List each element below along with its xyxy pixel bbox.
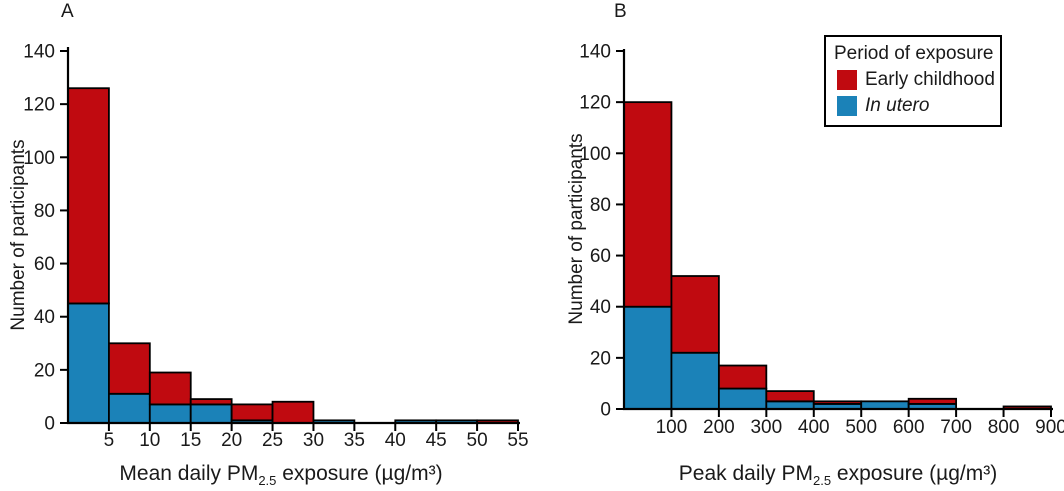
in-utero-swatch (837, 96, 857, 116)
y-tick-label-100: 100 (579, 144, 611, 165)
bar-segment-in-utero-bin-100 (670, 351, 720, 410)
y-tick-label-60: 60 (590, 246, 611, 267)
bar-segment-early-childhood-bin-400 (812, 400, 863, 405)
y-tick-label-140: 140 (579, 42, 611, 63)
x-tick-label-200: 200 (703, 417, 735, 438)
y-tick-label-40: 40 (590, 297, 611, 318)
y-tick-label-80: 80 (590, 195, 611, 216)
y-tick-label-120: 120 (23, 95, 55, 116)
x-tick-label-100: 100 (656, 417, 688, 438)
panel-b-xlabel-subscript: 2.5 (812, 472, 832, 488)
legend-item-in-utero: In utero (837, 95, 990, 117)
x-tick-label-45: 45 (426, 430, 447, 451)
bar-segment-early-childhood-bin-20 (230, 403, 274, 422)
y-tick-label-0: 0 (44, 414, 55, 435)
bar-segment-in-utero-bin-500 (860, 400, 910, 410)
panel-b-letter: B (614, 1, 627, 22)
x-tick-label-15: 15 (180, 430, 201, 451)
panel-a-ylabel: Number of participants (8, 139, 29, 331)
x-tick-label-600: 600 (893, 417, 925, 438)
bar-segment-early-childhood-bin-600 (907, 397, 958, 405)
x-tick-label-500: 500 (845, 417, 877, 438)
bar-segment-early-childhood-bin-0 (623, 101, 673, 308)
panel-b-xlabel-post: exposure (µg/m³) (831, 462, 998, 485)
bar-segment-early-childhood-bin-25 (271, 400, 315, 424)
x-tick-label-35: 35 (344, 430, 365, 451)
bar-segment-early-childhood-bin-300 (765, 390, 815, 403)
bar-segment-early-childhood-bin-10 (148, 371, 192, 406)
x-tick-label-400: 400 (798, 417, 830, 438)
y-tick-label-20: 20 (590, 348, 611, 369)
y-tick-label-140: 140 (23, 42, 55, 63)
x-tick-label-300: 300 (750, 417, 782, 438)
y-tick-label-40: 40 (34, 307, 55, 328)
x-tick-label-40: 40 (385, 430, 406, 451)
bar-segment-early-childhood-bin-5 (108, 342, 151, 395)
x-tick-label-10: 10 (139, 430, 160, 451)
y-tick-label-80: 80 (34, 201, 55, 222)
y-tick-label-0: 0 (600, 400, 611, 421)
bar-segment-in-utero-bin-0 (67, 302, 110, 424)
early-childhood-swatch (837, 70, 857, 90)
x-tick-label-25: 25 (262, 430, 283, 451)
x-tick-label-20: 20 (221, 430, 242, 451)
x-tick-label-5: 5 (104, 430, 115, 451)
legend-item-early-childhood: Early childhood (837, 69, 995, 91)
legend-label-in-utero: In utero (865, 95, 930, 116)
x-tick-label-50: 50 (467, 430, 488, 451)
x-tick-label-900: 900 (1035, 417, 1064, 438)
y-tick-label-120: 120 (579, 93, 611, 114)
panel-a-plot: 0 20 40 60 80 100 120 140 5 10 15 20 25 30 35 40 45 50 55 (23, 42, 528, 452)
x-tick-label-55: 55 (507, 430, 528, 451)
panel-a-xlabel-post: exposure (µg/m³) (276, 462, 443, 485)
panel-a-xlabel-subscript: 2.5 (258, 472, 277, 488)
bar-segment-in-utero-bin-5 (108, 392, 151, 424)
bar-segment-in-utero-bin-10 (148, 403, 192, 424)
legend-box: Period of exposure Early childhood In ut… (824, 35, 1002, 127)
bar-segment-early-childhood-bin-15 (189, 398, 233, 406)
panel-a-xlabel: Mean daily PM2.5 exposure (µg/m³) (119, 462, 443, 488)
panel-a-letter: A (61, 1, 74, 22)
bar-segment-in-utero-bin-15 (189, 403, 233, 424)
y-tick-label-20: 20 (34, 360, 55, 381)
legend-label-early-childhood: Early childhood (865, 69, 995, 90)
y-tick-label-60: 60 (34, 254, 55, 275)
panel-b-ylabel: Number of participants (566, 133, 587, 325)
bar-segment-in-utero-bin-200 (717, 387, 768, 410)
x-tick-label-800: 800 (988, 417, 1020, 438)
bar-segment-in-utero-bin-0 (623, 305, 673, 410)
bar-segment-in-utero-bin-300 (765, 400, 815, 410)
bar-segment-early-childhood-bin-100 (670, 275, 720, 354)
panel-b-xlabel-pre: Peak daily PM (678, 462, 813, 485)
panel-b-plot: 0 20 40 60 80 100 120 140 100 200 300 400 500 600 700 8… (579, 42, 1064, 439)
bar-segment-early-childhood-bin-0 (67, 87, 110, 305)
legend-title: Period of exposure (834, 43, 994, 64)
x-tick-label-700: 700 (940, 417, 972, 438)
y-tick-label-100: 100 (23, 148, 55, 169)
bar-segment-early-childhood-bin-200 (717, 364, 768, 390)
panel-a-xlabel-pre: Mean daily PM (119, 462, 259, 485)
panel-b-xlabel: Peak daily PM2.5 exposure (µg/m³) (678, 462, 998, 488)
x-tick-label-30: 30 (303, 430, 324, 451)
